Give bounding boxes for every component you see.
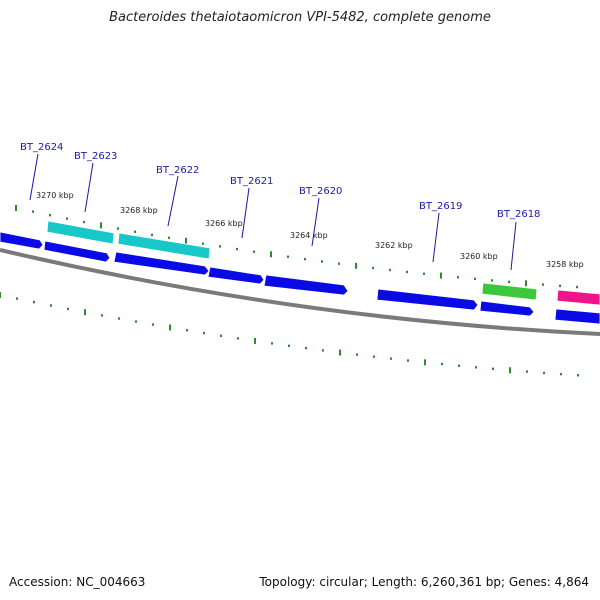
gene-label-leader <box>167 175 179 227</box>
gene-track <box>0 220 600 325</box>
accession-text: Accession: NC_004663 <box>9 575 146 589</box>
genome-title: Bacteroides thetaiotaomicron VPI-5482, c… <box>109 10 491 25</box>
gene-label-leader <box>510 221 517 271</box>
gene-label-leader <box>241 187 250 239</box>
gene-label[interactable]: BT_2622 <box>156 165 199 176</box>
scale-label: 3260 kbp <box>460 252 498 261</box>
gene-arrow <box>0 231 44 250</box>
scale-label: 3270 kbp <box>36 191 74 200</box>
gene-label[interactable]: BT_2619 <box>419 201 462 212</box>
gene-box <box>556 289 600 306</box>
gene-label-leader <box>311 197 320 247</box>
genome-backbone <box>0 248 600 336</box>
gene-label-leader <box>29 153 39 201</box>
gene-label[interactable]: BT_2621 <box>230 176 273 187</box>
scale-label: 3266 kbp <box>205 219 243 228</box>
gene-box <box>117 232 211 260</box>
scale-label: 3264 kbp <box>290 231 328 240</box>
scale-label: 3258 kbp <box>546 260 584 269</box>
gene-label-leader <box>84 162 94 213</box>
gene-label-leader <box>432 212 440 263</box>
gene-label[interactable]: BT_2623 <box>74 151 117 162</box>
gene-arrow <box>479 300 535 317</box>
gene-callouts: BT_2624 BT_2623 BT_2622 BT_2621 BT_2620 BT_26… <box>20 142 540 271</box>
gene-arrow <box>207 266 265 285</box>
gene-label[interactable]: BT_2618 <box>497 209 540 220</box>
gene-arrow <box>113 251 210 276</box>
outer-tick-ring <box>15 205 578 289</box>
gene-box <box>46 220 115 245</box>
gene-arrow <box>43 240 111 263</box>
gene-label[interactable]: BT_2624 <box>20 142 63 153</box>
gene-arrow <box>554 308 600 325</box>
scale-labels: 3270 kbp 3268 kbp 3266 kbp 3264 kbp 3262 kbp… <box>36 191 584 269</box>
genome-summary-text: Topology: circular; Length: 6,260,361 bp… <box>259 575 589 589</box>
scale-label: 3268 kbp <box>120 206 158 215</box>
gene-box <box>481 282 538 301</box>
gene-arrow <box>263 274 349 296</box>
inner-tick-ring <box>0 292 579 377</box>
scale-label: 3262 kbp <box>375 241 413 250</box>
gene-label[interactable]: BT_2620 <box>299 186 342 197</box>
gene-arrow <box>376 288 479 311</box>
